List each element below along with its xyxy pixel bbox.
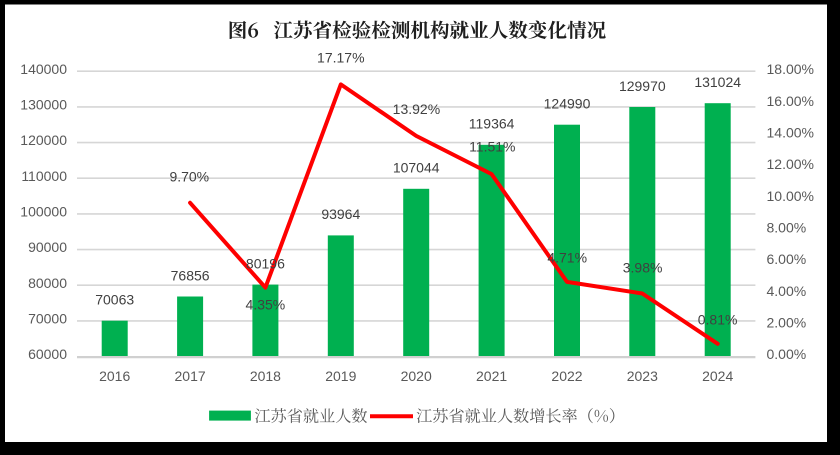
- svg-text:6.00%: 6.00%: [767, 251, 807, 267]
- svg-text:124990: 124990: [544, 96, 591, 112]
- svg-text:80196: 80196: [246, 255, 285, 271]
- svg-text:0.81%: 0.81%: [698, 312, 738, 328]
- svg-text:2021: 2021: [476, 368, 507, 384]
- svg-text:120000: 120000: [20, 132, 67, 148]
- svg-text:18.00%: 18.00%: [767, 61, 814, 77]
- svg-text:3.98%: 3.98%: [623, 260, 663, 276]
- svg-text:8.00%: 8.00%: [767, 220, 807, 236]
- svg-text:0.00%: 0.00%: [767, 346, 807, 362]
- svg-text:119364: 119364: [469, 116, 515, 132]
- svg-text:4.35%: 4.35%: [246, 297, 286, 313]
- svg-text:4.00%: 4.00%: [767, 283, 807, 299]
- svg-text:11.51%: 11.51%: [469, 139, 515, 155]
- svg-text:2.00%: 2.00%: [767, 315, 807, 331]
- svg-text:2022: 2022: [551, 368, 582, 384]
- svg-text:16.00%: 16.00%: [767, 93, 814, 109]
- svg-text:17.17%: 17.17%: [317, 49, 364, 65]
- svg-text:10.00%: 10.00%: [767, 188, 814, 204]
- svg-text:4.71%: 4.71%: [547, 249, 587, 265]
- svg-text:90000: 90000: [28, 239, 67, 255]
- svg-text:2016: 2016: [99, 368, 130, 384]
- svg-text:107044: 107044: [393, 160, 440, 176]
- svg-text:130000: 130000: [20, 97, 67, 113]
- svg-text:140000: 140000: [20, 61, 67, 77]
- svg-text:70063: 70063: [95, 292, 134, 308]
- svg-text:2017: 2017: [175, 368, 206, 384]
- svg-text:100000: 100000: [20, 204, 67, 220]
- svg-text:2020: 2020: [401, 368, 432, 384]
- svg-text:129970: 129970: [619, 78, 666, 94]
- svg-text:131024: 131024: [694, 74, 741, 90]
- svg-text:12.00%: 12.00%: [767, 156, 814, 172]
- svg-text:70000: 70000: [28, 311, 67, 327]
- svg-text:76856: 76856: [171, 267, 210, 283]
- svg-text:2019: 2019: [325, 368, 356, 384]
- svg-text:9.70%: 9.70%: [169, 169, 209, 185]
- svg-text:2018: 2018: [250, 368, 281, 384]
- svg-text:13.92%: 13.92%: [393, 101, 440, 117]
- svg-text:93964: 93964: [321, 206, 360, 222]
- svg-text:14.00%: 14.00%: [767, 125, 814, 141]
- svg-text:60000: 60000: [28, 346, 67, 362]
- svg-text:80000: 80000: [28, 275, 67, 291]
- svg-text:2024: 2024: [702, 368, 733, 384]
- svg-text:110000: 110000: [21, 168, 67, 184]
- svg-text:2023: 2023: [627, 368, 658, 384]
